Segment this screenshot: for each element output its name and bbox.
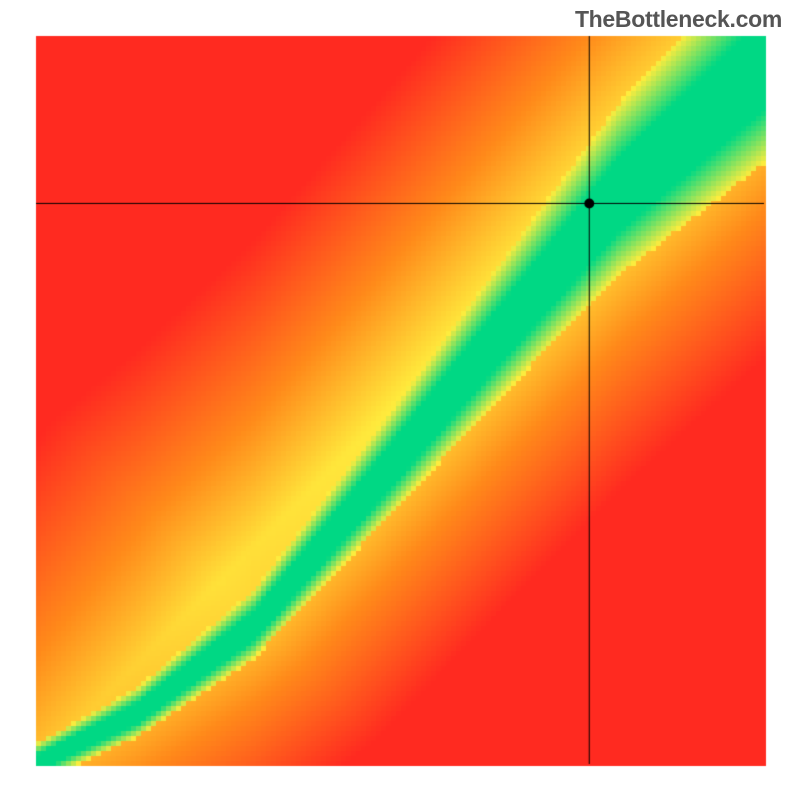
chart-container: TheBottleneck.com	[0, 0, 800, 800]
watermark-text: TheBottleneck.com	[575, 6, 782, 33]
bottleneck-heatmap-canvas	[0, 0, 800, 800]
